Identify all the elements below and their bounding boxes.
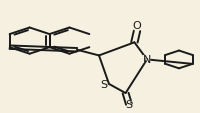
Text: N: N [142, 55, 152, 65]
Text: S: S [100, 79, 107, 89]
Text: S: S [125, 100, 133, 109]
Text: O: O [133, 21, 141, 31]
Text: S: S [99, 79, 107, 89]
Text: S: S [125, 100, 133, 109]
Text: O: O [132, 21, 142, 31]
Text: N: N [143, 55, 151, 65]
